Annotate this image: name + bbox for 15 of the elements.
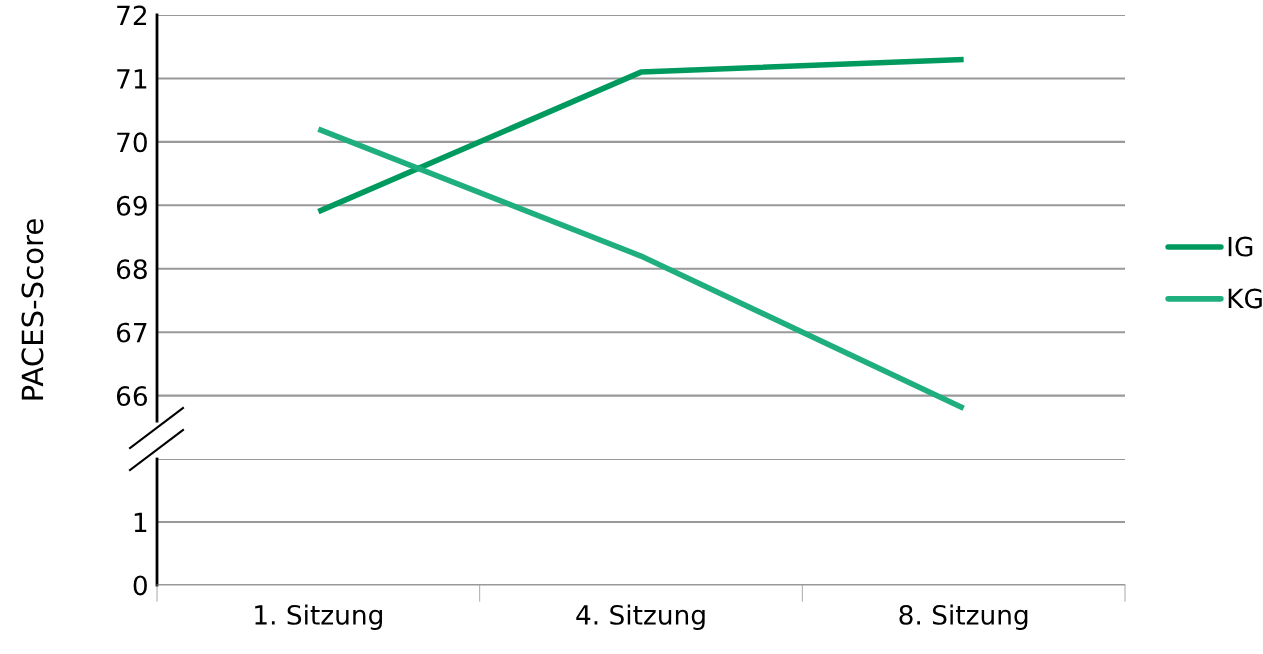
- y-tick-label: 68: [116, 259, 147, 280]
- category-label: 4. Sitzung: [576, 604, 705, 630]
- y-tick-label: 72: [117, 5, 147, 26]
- y-tick-label: 0: [133, 575, 147, 596]
- legend-label: IG: [1228, 236, 1253, 257]
- y-axis-title: PACES-Score: [21, 219, 44, 400]
- category-label: 1. Sitzung: [255, 604, 382, 630]
- legend-label: KG: [1228, 288, 1262, 309]
- y-tick-label: 71: [117, 69, 147, 89]
- category-label: 8. Sitzung: [899, 604, 1028, 630]
- y-tick-label: 67: [116, 322, 147, 343]
- y-tick-label: 66: [116, 386, 147, 407]
- y-tick-label: 69: [116, 195, 147, 216]
- y-tick-label: 1: [134, 512, 147, 533]
- y-tick-label: 70: [117, 132, 147, 153]
